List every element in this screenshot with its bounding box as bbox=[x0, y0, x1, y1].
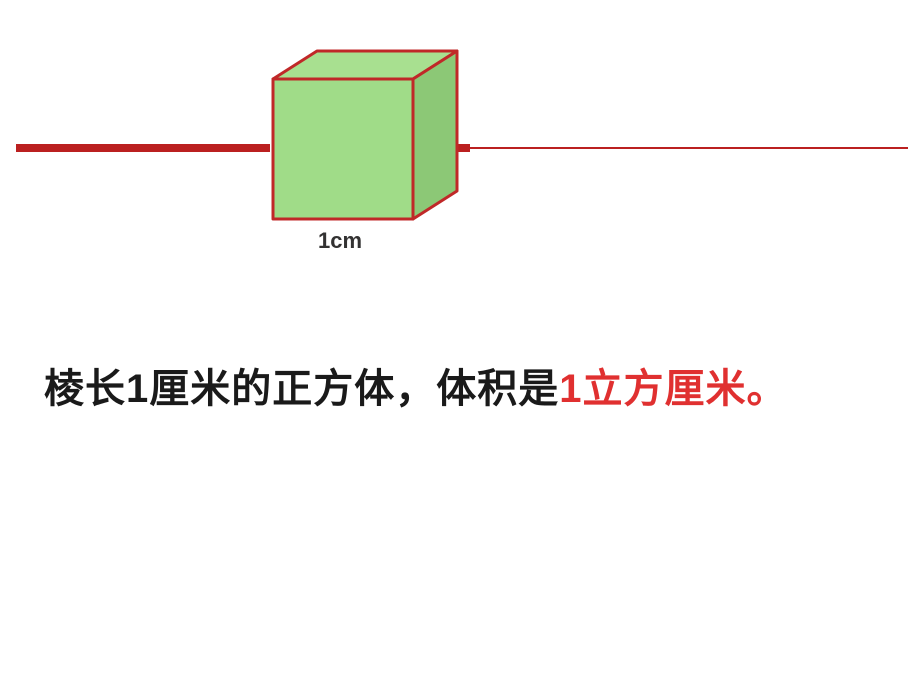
cube-svg bbox=[270, 48, 460, 222]
rule-thick-left bbox=[16, 144, 270, 152]
statement-part-2: 1立方厘米。 bbox=[559, 367, 787, 411]
cube-edge-label: 1cm bbox=[318, 228, 362, 254]
statement-text: 棱长1厘米的正方体，体积是1立方厘米。 bbox=[44, 356, 788, 414]
cube-diagram bbox=[270, 48, 460, 227]
statement-part-1: 棱长1厘米的正方体，体积是 bbox=[44, 367, 559, 411]
rule-thin bbox=[470, 147, 908, 149]
